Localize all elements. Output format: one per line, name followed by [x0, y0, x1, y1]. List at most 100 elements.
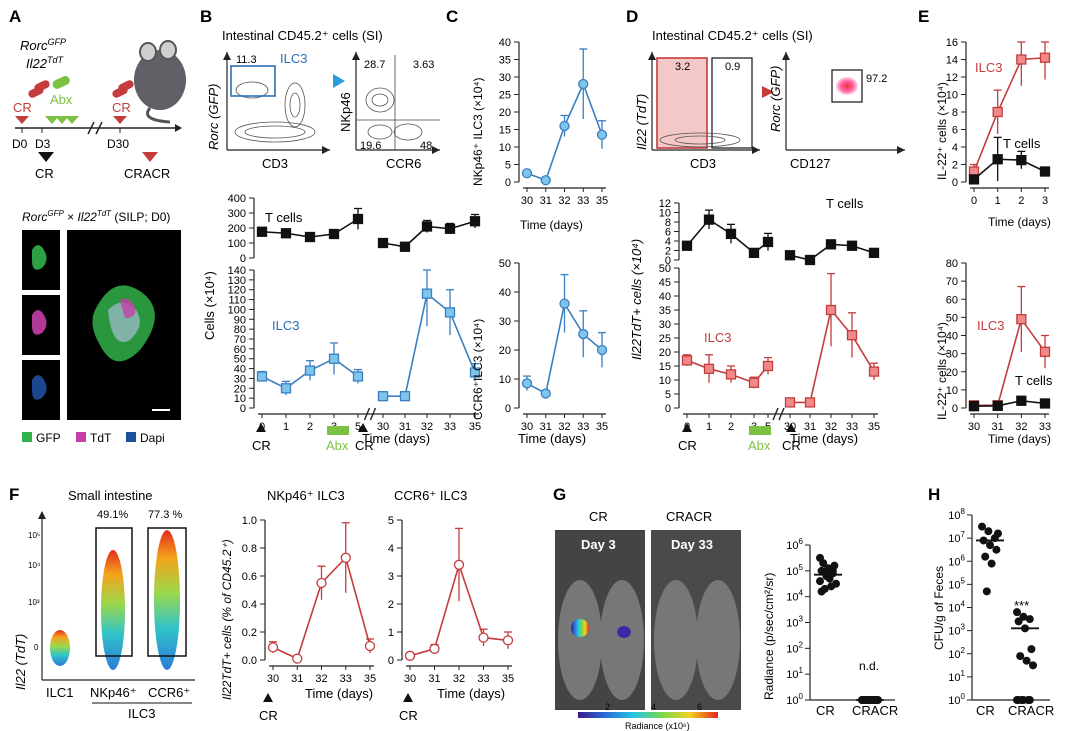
b-flow1-ylabel: Rorc (GFP) [206, 84, 221, 150]
c-ylabel-top: NKp46⁺ ILC3 (×10⁴) [471, 77, 485, 186]
x-tick-label: 32 [421, 421, 433, 433]
b-gate-value: 11.3 [236, 54, 257, 66]
data-point [987, 559, 996, 568]
d-val-right: 0.9 [725, 61, 740, 73]
h-ylabel: CFU/g of Feces [932, 566, 946, 650]
data-point [681, 240, 693, 251]
x-tick-label: 35 [596, 195, 608, 207]
b-q-tr: 3.63 [413, 59, 434, 71]
charts-layer: 0100200300400010203040506070809010011012… [228, 37, 1051, 707]
f-cat1: ILC1 [46, 685, 73, 700]
y-tick-label: 70 [234, 334, 246, 346]
y-tick-label: 20 [499, 107, 511, 119]
pill-icon-cr1 [28, 80, 50, 98]
data-point [478, 632, 489, 643]
f-ytick: 10⁵ [28, 531, 40, 540]
y-tick-label: 3 [388, 571, 394, 583]
f-title: Small intestine [68, 488, 153, 503]
b-flow2-xlabel: CCR6 [386, 156, 421, 171]
b-t-label: T cells [265, 210, 303, 225]
x-tick-label: 30 [521, 421, 533, 433]
y-tick-label: 6 [665, 227, 671, 239]
d-flow1-ylabel: Il22 (TdT) [634, 94, 649, 150]
y-tick-label: 10 [499, 142, 511, 154]
y-tick-label: 4 [388, 543, 394, 555]
y-tick-label: 4 [952, 142, 958, 154]
data-point [804, 397, 816, 408]
x-tick-label: 31 [428, 673, 440, 685]
series-line [383, 292, 476, 397]
data-point [725, 369, 737, 380]
e-t-top: T cells [1003, 136, 1041, 151]
g-x2: CRACR [852, 703, 898, 718]
panel-f-flow: Small intestine 49.1% 77.3 % 10⁵ 10⁴ 10³… [13, 488, 195, 721]
y-tick-label: 0 [952, 177, 958, 189]
y-tick-label: 105 [786, 563, 803, 578]
panel-label-c: C [446, 7, 458, 26]
x-tick-label: 1 [706, 421, 712, 433]
y-tick-label: 2 [665, 246, 671, 258]
y-tick-label: 60 [234, 344, 246, 356]
y-tick-label: 106 [786, 537, 803, 552]
e-t-bot: T cells [1015, 373, 1053, 388]
f-plot2-title: CCR6⁺ ILC3 [394, 488, 467, 503]
arrow-icon [333, 74, 345, 88]
data-point [725, 228, 737, 240]
b-xlabel: Time (days) [362, 431, 430, 446]
y-tick-label: 0 [240, 403, 246, 415]
data-point [578, 328, 589, 340]
data-point [784, 250, 796, 261]
x-tick-label: 31 [291, 673, 303, 685]
y-tick-label: 50 [234, 354, 246, 366]
data-point [364, 640, 376, 652]
a-d0: D0 [12, 137, 28, 151]
y-tick-label: 14 [946, 55, 958, 67]
data-point [982, 587, 991, 596]
x-tick-label: 1 [283, 421, 289, 433]
data-point [748, 247, 760, 259]
data-point [1025, 696, 1034, 704]
panel-label-f: F [9, 485, 19, 504]
y-tick-label: 20 [659, 347, 671, 359]
x-tick-label: 30 [404, 673, 416, 685]
g-nd: n.d. [859, 659, 879, 673]
y-tick-label: 140 [228, 265, 246, 277]
x-tick-label: 35 [596, 421, 608, 433]
y-tick-label: 1.0 [242, 515, 257, 527]
y-tick-label: 107 [948, 530, 965, 545]
d-abx: Abx [748, 438, 771, 453]
data-point [817, 587, 826, 596]
panel-label-b: B [200, 7, 212, 26]
legend-dapi: Dapi [140, 431, 165, 445]
y-tick-label: 200 [228, 223, 246, 235]
d-ilc3-label: ILC3 [704, 330, 731, 345]
data-point [596, 344, 608, 356]
data-point [994, 529, 1002, 538]
data-point [280, 228, 292, 239]
data-point [1039, 398, 1051, 409]
x-tick-label: 31 [540, 421, 552, 433]
y-tick-label: 101 [786, 666, 803, 681]
g-day33: Day 33 [671, 537, 713, 552]
data-point [1022, 656, 1031, 665]
e-ilc3-bot: ILC3 [977, 318, 1004, 333]
x-tick-label: 31 [992, 421, 1004, 433]
d-title: Intestinal CD45.2⁺ cells (SI) [652, 28, 813, 43]
y-tick-label: 0 [952, 403, 958, 415]
y-tick-label: 30 [499, 72, 511, 84]
y-tick-label: 50 [659, 263, 671, 275]
data-point [352, 213, 364, 225]
y-tick-label: 103 [786, 615, 803, 630]
y-tick-label: 0 [665, 403, 671, 415]
axis-break-icon [772, 407, 785, 421]
arrow-icon [762, 86, 774, 98]
data-point [1039, 52, 1051, 63]
y-tick-label: 60 [946, 294, 958, 306]
data-point [559, 298, 570, 309]
d-ylabel: Il22TdT+ cells (×10⁴) [629, 239, 644, 360]
y-tick-label: 10 [659, 375, 671, 387]
y-tick-label: 0 [240, 253, 246, 265]
y-tick-label: 100 [228, 238, 246, 250]
data-point [340, 552, 351, 563]
y-tick-label: 0 [665, 255, 671, 267]
